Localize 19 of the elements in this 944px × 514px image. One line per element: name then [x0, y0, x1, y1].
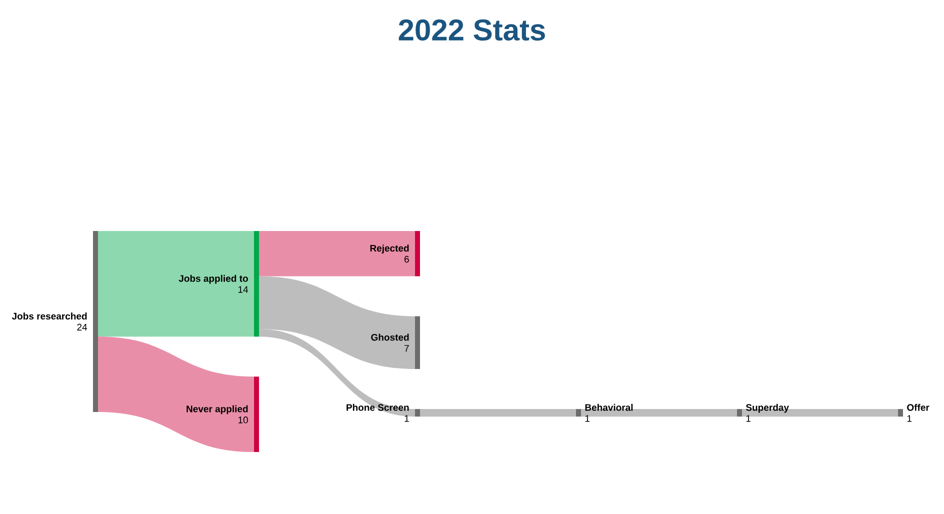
- category-label: Superday: [746, 404, 789, 413]
- category-label: Jobs researched: [12, 312, 87, 320]
- category-label: Rejected: [370, 244, 409, 254]
- data-label: 1: [404, 415, 409, 422]
- data-label: 14: [238, 286, 248, 293]
- data-label: 6: [404, 256, 409, 263]
- category-label: Ghosted: [371, 334, 409, 341]
- category-label: Phone Screen: [346, 404, 409, 411]
- category-label: Never applied: [186, 405, 248, 414]
- category-label: Jobs applied to: [178, 274, 248, 284]
- data-label: 1: [746, 415, 751, 422]
- category-label: Offer: [907, 404, 930, 411]
- data-label: 1: [907, 415, 912, 422]
- data-label: 7: [404, 345, 409, 352]
- data-label: 24: [77, 324, 88, 330]
- category-label: Behavioral: [585, 404, 633, 411]
- data-label: 10: [238, 416, 248, 424]
- data-label: 1: [585, 415, 590, 422]
- text: 2022 Stats: [398, 19, 545, 41]
